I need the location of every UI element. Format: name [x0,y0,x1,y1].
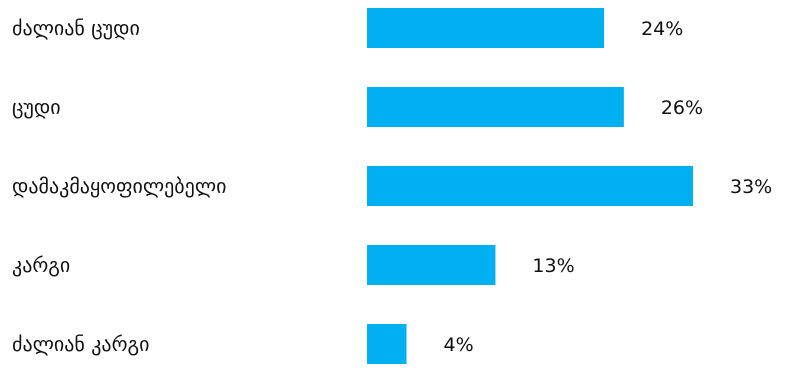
value-label-3: 33% [730,176,772,198]
category-labels-group: ძალიან ცუდი ცუდი დამაკმაყოფილებელი კარგი ძალ… [12,16,226,356]
bar-5 [367,324,407,364]
bar-3 [367,166,693,206]
bar-2 [367,87,624,127]
bar-4 [367,245,496,285]
bars-group [367,8,693,364]
value-labels-group: 24% 26% 33% 13% 4% [444,18,773,356]
category-label-5: ძალიან კარგი [12,332,149,356]
category-label-3: დამაკმაყოფილებელი [12,174,226,198]
category-label-2: ცუდი [12,95,61,119]
value-label-5: 4% [444,334,474,356]
category-label-4: კარგი [12,253,70,277]
bar-1 [367,8,605,48]
category-label-1: ძალიან ცუდი [12,16,140,40]
value-label-4: 13% [532,255,574,277]
value-label-2: 26% [661,97,703,119]
value-label-1: 24% [641,18,683,40]
